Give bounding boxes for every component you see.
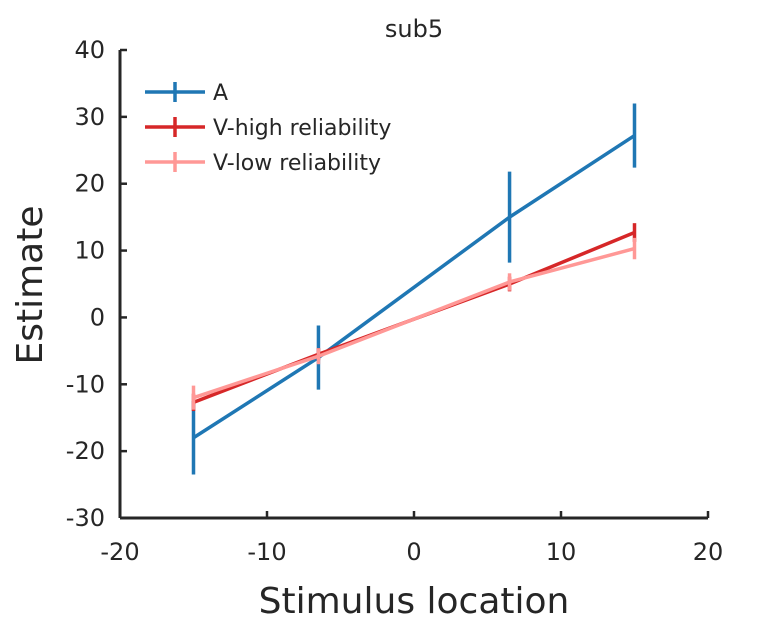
x-tick-label: 0 — [406, 538, 421, 566]
x-tick-label: -20 — [100, 538, 139, 566]
series-1 — [191, 223, 637, 412]
y-tick-label: -10 — [66, 370, 105, 398]
y-axis-title: Estimate — [10, 205, 51, 364]
y-tick-label: 40 — [74, 36, 105, 64]
y-tick-label: -20 — [66, 437, 105, 465]
y-tick-label: -30 — [66, 504, 105, 532]
legend-label: V-low reliability — [213, 151, 381, 176]
x-axis-title: Stimulus location — [259, 581, 570, 622]
chart-title: sub5 — [385, 15, 443, 43]
x-tick-label: 20 — [693, 538, 724, 566]
x-tick-label: -10 — [247, 538, 286, 566]
legend-item: A — [145, 81, 228, 106]
series-line — [192, 134, 636, 440]
series-2 — [191, 237, 637, 410]
series-line — [192, 246, 635, 400]
legend: A V-high reliability V-low reliability — [145, 81, 391, 176]
y-tick-label: 10 — [74, 237, 105, 265]
legend-label: V-high reliability — [213, 116, 391, 141]
y-tick-label: 20 — [74, 170, 105, 198]
legend-item: V-high reliability — [145, 116, 391, 141]
plot-area — [191, 103, 637, 475]
x-tick-label: 10 — [546, 538, 577, 566]
legend-label: A — [213, 81, 228, 106]
y-tick-label: 30 — [74, 103, 105, 131]
legend-item: V-low reliability — [145, 151, 381, 176]
axes: -20 -10 0 10 20 -30 -20 -10 0 10 20 30 40 — [66, 36, 723, 566]
y-tick-label: 0 — [90, 303, 105, 331]
